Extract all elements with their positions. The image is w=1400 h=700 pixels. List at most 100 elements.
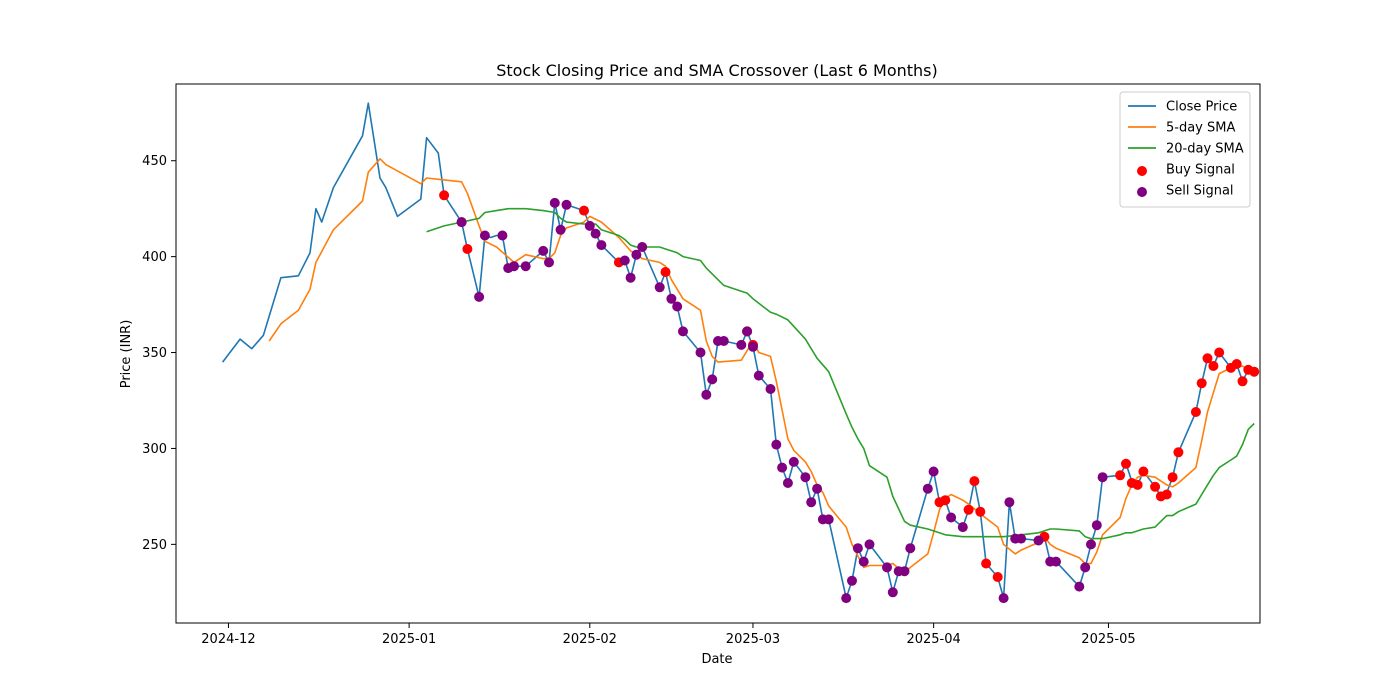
sell-signal-marker — [497, 230, 508, 241]
sell-signal-marker — [590, 228, 601, 239]
20-day-sma-line — [426, 207, 1255, 540]
buy-signal-marker — [462, 244, 473, 254]
x-tick-label: 2025-02 — [563, 632, 617, 647]
x-tick-label: 2025-03 — [726, 632, 780, 647]
sell-signal-marker — [509, 261, 519, 272]
legend-sell-signal-label: Sell Signal — [1166, 184, 1234, 199]
y-tick-label: 250 — [142, 538, 167, 553]
legend-buy-signal-swatch — [1137, 166, 1147, 176]
buy-signal-marker — [975, 506, 986, 517]
buy-signal-marker — [1167, 472, 1178, 483]
buy-signal-marker — [992, 572, 1003, 582]
buy-signal-marker — [1196, 378, 1207, 389]
sell-signal-marker — [899, 566, 910, 577]
sell-signal-marker — [555, 224, 566, 235]
sell-signal-marker — [812, 483, 823, 494]
sell-signal-marker — [456, 217, 467, 228]
sell-signal-marker — [695, 347, 706, 358]
sell-signal-marker — [619, 255, 630, 266]
buy-signal-marker — [981, 558, 992, 569]
buy-signal-marker — [940, 495, 951, 506]
sell-signal-marker — [957, 522, 968, 533]
sell-signal-marker — [823, 514, 834, 525]
buy-signal-marker — [1237, 376, 1248, 387]
chart-title: Stock Closing Price and SMA Crossover (L… — [496, 61, 938, 80]
buy-signal-marker — [963, 504, 974, 515]
sell-signal-marker — [905, 543, 916, 554]
buy-signal-marker — [1249, 366, 1260, 377]
plot-frame — [175, 83, 1261, 624]
buy-signal-marker — [1208, 361, 1219, 371]
buy-signal-marker — [969, 476, 980, 487]
sell-signal-marker — [864, 539, 875, 550]
legend-20-day-sma-label: 20-day SMA — [1166, 142, 1244, 157]
buy-signal-marker — [1202, 353, 1213, 364]
sell-signal-marker — [800, 472, 811, 483]
x-tick-label: 2024-12 — [201, 632, 255, 647]
sell-signal-marker — [922, 483, 933, 494]
sell-signal-marker — [782, 478, 793, 488]
sell-signal-marker — [637, 242, 648, 252]
legend-buy-signal-label: Buy Signal — [1166, 163, 1235, 178]
sell-signal-marker — [806, 497, 817, 508]
sell-signal-marker — [707, 374, 718, 385]
legend-close-price-label: Close Price — [1166, 100, 1237, 115]
buy-signal-marker — [439, 190, 450, 201]
sell-signal-marker — [701, 389, 712, 400]
sell-signal-marker — [852, 543, 863, 554]
sell-signal-marker — [928, 466, 939, 477]
buy-signal-marker — [1132, 479, 1143, 490]
sell-signal-marker — [748, 341, 758, 352]
sell-signal-marker — [841, 593, 852, 604]
y-tick-label: 300 — [142, 442, 167, 457]
plot-area — [221, 102, 1260, 604]
sell-signal-marker — [678, 326, 688, 337]
sell-signal-marker — [1016, 533, 1027, 544]
sell-signal-marker — [771, 439, 782, 450]
sell-signal-marker — [1074, 581, 1085, 592]
legend-box — [1119, 91, 1251, 208]
y-tick-label: 400 — [142, 250, 167, 265]
sell-signal-marker — [479, 230, 490, 241]
sell-signal-marker — [1004, 497, 1015, 508]
x-axis-title: Date — [701, 652, 732, 667]
y-axis-title: Price (INR) — [119, 320, 134, 389]
buy-signal-marker — [1150, 481, 1161, 492]
sell-signal-marker — [584, 220, 595, 231]
x-tick-label: 2025-01 — [382, 632, 436, 647]
x-tick-label: 2025-04 — [906, 632, 960, 647]
sell-signal-marker — [753, 370, 764, 381]
buy-signal-marker — [1173, 447, 1184, 458]
sell-signal-marker — [736, 339, 747, 350]
sell-signal-marker — [1097, 472, 1108, 483]
buy-signal-marker — [1121, 458, 1131, 469]
axes: 2024-12 2025-01 2025-02 2025-03 2025-04 2025-… — [142, 154, 1135, 647]
sell-signal-marker — [666, 293, 677, 304]
sell-signal-marker — [631, 249, 642, 260]
sell-signal-marker — [474, 291, 485, 302]
sell-signal-marker — [520, 261, 531, 272]
buy-signal-marker — [1115, 470, 1126, 481]
sell-signal-marker — [777, 462, 788, 473]
sell-signal-marker — [847, 575, 857, 586]
sell-signal-marker — [1091, 520, 1102, 531]
y-tick-label: 350 — [142, 346, 167, 361]
sell-signal-marker — [561, 199, 572, 210]
sell-signal-marker — [1051, 556, 1061, 567]
buy-signal-marker — [660, 267, 671, 277]
sell-signal-marker — [544, 257, 554, 268]
sell-signal-marker — [882, 562, 892, 573]
sell-signal-marker — [1080, 562, 1091, 573]
sell-signal-marker — [538, 245, 549, 256]
legend-sell-signal-swatch — [1137, 187, 1147, 197]
sell-signal-marker — [858, 556, 869, 567]
legend: Close Price 5-day SMA 20-day SMA Buy Signal… — [1119, 91, 1251, 208]
buy-signal-marker — [1231, 359, 1242, 369]
sell-signal-marker — [672, 301, 683, 312]
buy-signal-marker — [1138, 466, 1149, 477]
sell-signal-marker — [625, 272, 636, 283]
sell-signal-marker — [998, 593, 1009, 604]
y-tick-label: 450 — [142, 154, 167, 169]
buy-signal-marker — [579, 205, 589, 216]
